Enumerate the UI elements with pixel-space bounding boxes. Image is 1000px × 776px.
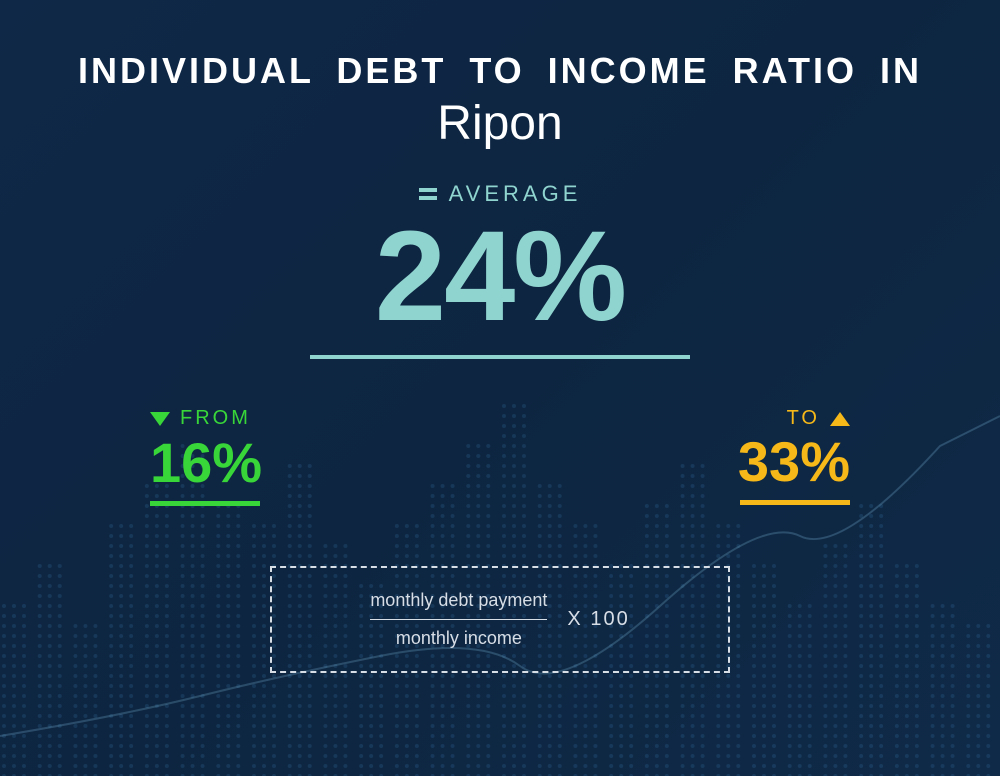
title-location: Ripon <box>0 96 1000 151</box>
formula-box: monthly debt payment monthly income X 10… <box>270 566 730 673</box>
formula-numerator: monthly debt payment <box>370 590 547 611</box>
formula-fraction: monthly debt payment monthly income <box>370 590 547 649</box>
equals-icon <box>419 188 437 200</box>
infographic-content: INDIVIDUAL DEBT TO INCOME RATIO IN Ripon… <box>0 0 1000 776</box>
from-value: 16% <box>150 435 262 491</box>
formula-multiplier: X 100 <box>567 608 629 631</box>
average-block: AVERAGE 24% <box>0 179 1000 359</box>
triangle-up-icon <box>830 412 850 426</box>
fraction-line <box>370 619 547 620</box>
to-value: 33% <box>738 434 850 490</box>
average-label-row: AVERAGE <box>419 181 582 207</box>
from-underline <box>150 501 260 506</box>
average-label: AVERAGE <box>449 181 582 207</box>
formula-denominator: monthly income <box>370 628 547 649</box>
from-label: FROM <box>180 407 251 430</box>
to-block: TO 33% <box>738 407 850 506</box>
from-block: FROM 16% <box>150 407 262 506</box>
range-row: FROM 16% TO 33% <box>0 407 1000 506</box>
to-label: TO <box>787 407 820 430</box>
title-line-1: INDIVIDUAL DEBT TO INCOME RATIO IN <box>0 50 1000 92</box>
average-value: 24% <box>0 213 1000 341</box>
average-underline <box>310 355 690 359</box>
to-underline <box>740 500 850 505</box>
triangle-down-icon <box>150 412 170 426</box>
